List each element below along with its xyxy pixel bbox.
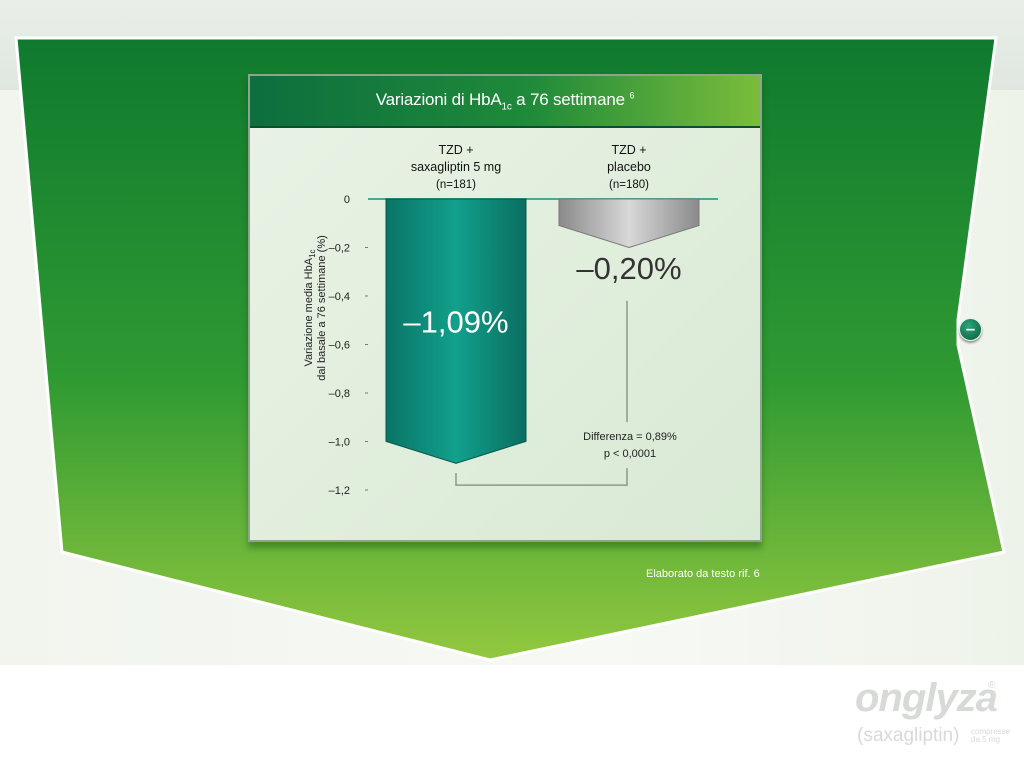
source-note: Elaborato da testo rif. 6 [646, 568, 760, 580]
y-tick-label: –0,4 [329, 291, 350, 303]
annotation-difference: Differenza = 0,89% [583, 431, 677, 443]
y-axis-label: Variazione media HbA1c dal basale a 76 s… [303, 235, 328, 381]
brand-logo: onglyza ® (saxagliptin) compresse da 5 m… [855, 676, 1015, 756]
brand-dose: compresse da 5 mg [971, 727, 1011, 744]
bar-placebo [558, 198, 700, 249]
y-axis-label-sub: 1c [308, 249, 317, 257]
category-2-line1: TZD + [611, 143, 646, 157]
annotation-pvalue: p < 0,0001 [604, 448, 656, 460]
category-1-line1: TZD + [438, 143, 473, 157]
category-1-line2: saxagliptin 5 mg [411, 160, 501, 174]
value-label-saxagliptin: –1,09% [403, 304, 508, 339]
y-tick-label: –0,2 [329, 243, 350, 255]
bars-group [385, 198, 700, 464]
y-tick-label: –1,0 [329, 437, 350, 449]
y-axis-label-line2: dal basale a 76 settimane (%) [316, 235, 328, 381]
y-tick-label: 0 [344, 194, 350, 206]
category-2-line2: placebo [607, 160, 651, 174]
brand-generic-name: (saxagliptin) [857, 725, 960, 746]
category-1-n: (n=181) [436, 179, 476, 191]
chart-title: Variazioni di HbA1c a 76 settimane 6 [375, 90, 635, 113]
y-tick-label: –0,8 [329, 388, 350, 400]
brand-registered-mark: ® [988, 680, 996, 691]
y-tick-label: –1,2 [329, 485, 350, 497]
svg-text:Variazione media HbA1c: Variazione media HbA1c [303, 249, 317, 366]
value-label-placebo: –0,20% [576, 251, 681, 286]
difference-bracket [455, 300, 628, 486]
y-tick-label: –0,6 [329, 340, 350, 352]
category-2-n: (n=180) [609, 179, 649, 191]
bottom-background [0, 665, 1024, 768]
chart-header: Variazioni di HbA1c a 76 settimane 6 [250, 76, 760, 128]
brand-name: onglyza [855, 676, 998, 720]
bar-saxagliptin [385, 198, 527, 464]
chart-card: Variazioni di HbA1c a 76 settimane 6 TZD… [248, 74, 762, 542]
collapse-button[interactable]: – [959, 318, 982, 341]
bracket-bottom [455, 468, 628, 486]
bar-chart: TZD + saxagliptin 5 mg (n=181) TZD + pla… [303, 143, 718, 497]
y-axis-label-line1: Variazione media HbA [303, 257, 315, 366]
